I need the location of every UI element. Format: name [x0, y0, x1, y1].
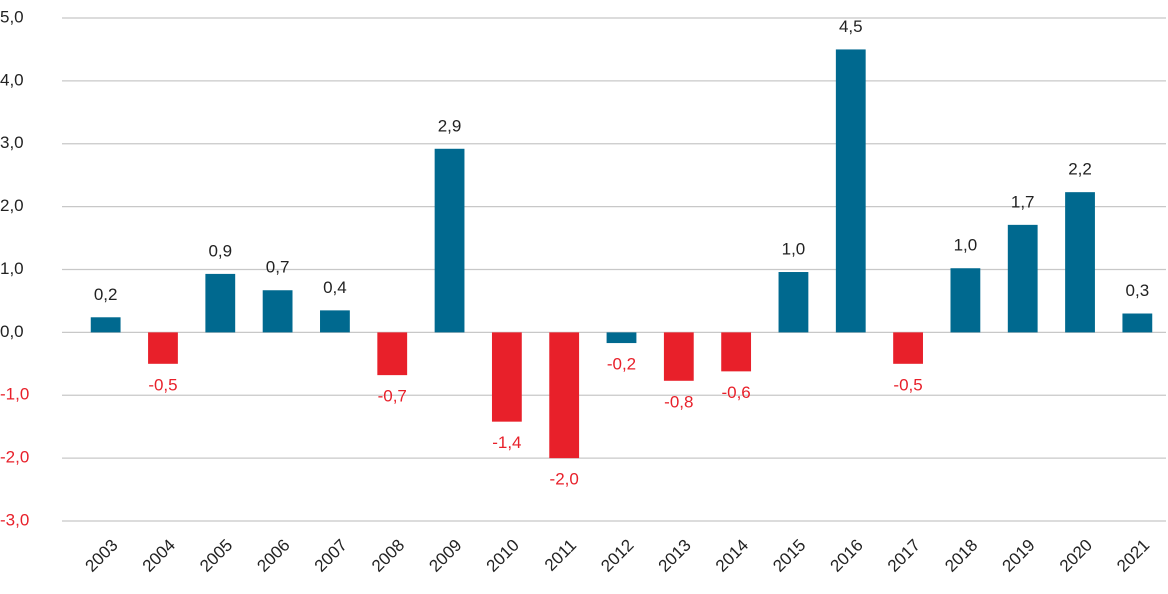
y-tick-label: 3,0 [0, 133, 24, 152]
y-tick-label: -1,0 [0, 385, 29, 404]
x-tick-label: 2013 [655, 536, 695, 576]
x-tick-label: 2015 [769, 536, 809, 576]
data-label: 2,2 [1068, 160, 1092, 179]
data-label: -0,6 [721, 383, 750, 402]
data-label: 0,2 [94, 285, 118, 304]
data-label: 0,9 [208, 241, 232, 260]
y-tick-label: 5,0 [0, 7, 24, 26]
x-tick-label: 2005 [196, 536, 236, 576]
bar [90, 317, 121, 333]
bar [1122, 313, 1153, 333]
y-tick-label: -2,0 [0, 448, 29, 467]
data-label: -2,0 [550, 470, 579, 489]
data-label: 1,7 [1011, 192, 1035, 211]
data-label: 0,4 [323, 278, 347, 297]
x-tick-label: 2008 [368, 536, 408, 576]
x-tick-label: 2018 [941, 536, 981, 576]
x-tick-label: 2019 [999, 536, 1039, 576]
data-label: -0,8 [664, 392, 693, 411]
x-tick-label: 2010 [483, 536, 523, 576]
data-label: -0,2 [607, 355, 636, 374]
bar [549, 332, 580, 459]
data-label: 0,3 [1126, 281, 1150, 300]
y-tick-label: -3,0 [0, 510, 29, 529]
bar [835, 49, 866, 333]
bar [606, 332, 637, 344]
data-label: 4,5 [839, 17, 863, 36]
bar [377, 332, 408, 376]
x-tick-label: 2021 [1113, 536, 1153, 576]
data-label: -1,4 [492, 433, 521, 452]
x-tick-label: 2012 [597, 536, 637, 576]
bar [1007, 224, 1038, 333]
data-label: 1,0 [954, 236, 978, 255]
x-tick-label: 2003 [81, 536, 121, 576]
bar [205, 273, 236, 333]
data-label: -0,5 [893, 375, 922, 394]
x-tick-label: 2011 [541, 536, 580, 575]
data-label: -0,5 [148, 375, 177, 394]
data-label: -0,7 [378, 387, 407, 406]
x-tick-label: 2014 [712, 536, 752, 576]
bar [491, 332, 522, 422]
data-label: 0,7 [266, 258, 290, 277]
bar [262, 290, 293, 333]
bar [893, 332, 923, 364]
bar [148, 332, 178, 364]
bar [320, 310, 350, 333]
bar [778, 272, 809, 333]
data-label: 1,0 [782, 239, 806, 258]
x-tick-label: 2017 [884, 536, 924, 576]
x-tick-label: 2006 [253, 536, 293, 576]
bar [1065, 192, 1095, 333]
y-tick-label: 1,0 [0, 259, 24, 278]
y-tick-label: 0,0 [0, 322, 24, 341]
data-label: 2,9 [438, 116, 462, 135]
x-tick-label: 2016 [827, 536, 867, 576]
bar [950, 268, 981, 333]
x-tick-label: 2004 [139, 536, 179, 576]
x-tick-label: 2020 [1056, 536, 1096, 576]
y-tick-label: 2,0 [0, 196, 24, 215]
x-tick-label: 2009 [425, 536, 465, 576]
bar [663, 332, 694, 381]
x-tick-label: 2007 [311, 536, 351, 576]
bar [434, 148, 465, 333]
y-tick-label: 4,0 [0, 70, 24, 89]
bar [721, 332, 752, 372]
